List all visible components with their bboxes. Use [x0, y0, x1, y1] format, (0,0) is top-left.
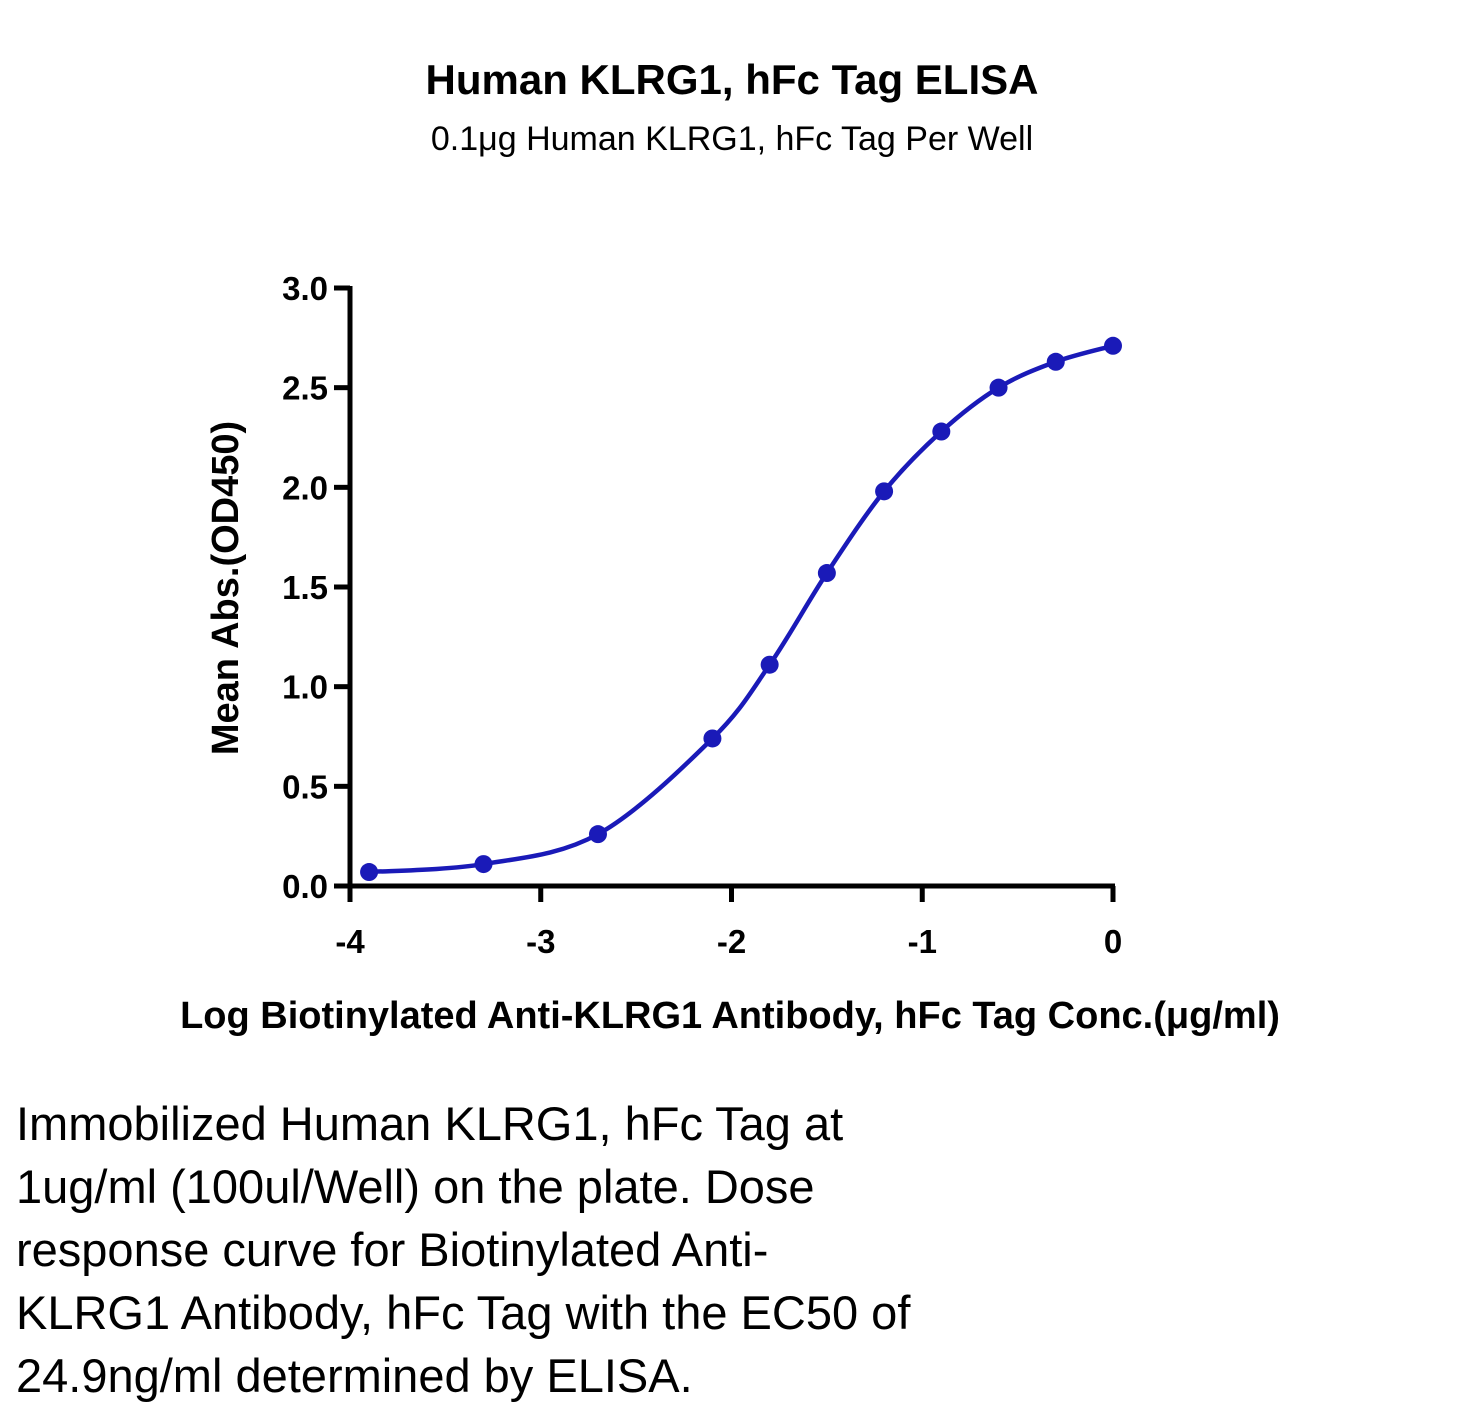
data-point: [760, 655, 779, 674]
y-tick-label: 1.0: [282, 669, 328, 706]
data-point: [817, 564, 836, 583]
x-axis-label: Log Biotinylated Anti-KLRG1 Antibody, hF…: [180, 995, 1280, 1037]
chart-axes: [347, 286, 1115, 889]
data-point: [1046, 352, 1065, 371]
data-point: [703, 729, 722, 748]
y-tick-label: 1.5: [282, 569, 328, 606]
elisa-chart: Human KLRG1, hFc Tag ELISA 0.1μg Human K…: [180, 56, 1280, 1037]
fit-curve-layer: [368, 343, 1114, 875]
fit-curve: [368, 343, 1114, 875]
caption-line: KLRG1 Antibody, hFc Tag with the EC50 of: [16, 1286, 911, 1339]
data-point: [932, 422, 951, 441]
caption-line: 24.9ng/ml determined by ELISA.: [16, 1349, 693, 1402]
data-point: [588, 825, 607, 844]
data-point: [360, 863, 379, 882]
caption-line: 1ug/ml (100ul/Well) on the plate. Dose: [16, 1160, 815, 1213]
y-tick-label: 0.5: [282, 768, 328, 805]
y-tick-label: 3.0: [282, 270, 328, 307]
chart-subtitle: 0.1μg Human KLRG1, hFc Tag Per Well: [431, 120, 1033, 158]
caption-line: response curve for Biotinylated Anti-: [16, 1223, 769, 1276]
data-point: [875, 482, 894, 501]
data-point: [474, 855, 493, 874]
caption-line: Immobilized Human KLRG1, hFc Tag at: [16, 1097, 844, 1150]
figure-caption: Immobilized Human KLRG1, hFc Tag at 1ug/…: [16, 1092, 1136, 1407]
y-tick-label: 0.0: [282, 868, 328, 905]
data-points-layer: [360, 336, 1122, 882]
y-tick-label: 2.0: [282, 469, 328, 506]
chart-ticks: 0.0 0.5 1.0 1.5 2.0 2.5 3.0 -4 -3 -2 -1 0: [282, 270, 1122, 960]
chart-title: Human KLRG1, hFc Tag ELISA: [426, 56, 1039, 103]
x-tick-label: -1: [908, 923, 937, 960]
data-point: [989, 378, 1008, 397]
y-axis-label: Mean Abs.(OD450): [205, 421, 247, 755]
x-tick-label: -3: [526, 923, 555, 960]
y-tick-label: 2.5: [282, 370, 328, 407]
data-point: [1104, 336, 1122, 355]
x-tick-label: -4: [335, 923, 365, 960]
x-tick-label: -2: [717, 923, 746, 960]
x-tick-label: 0: [1104, 923, 1122, 960]
